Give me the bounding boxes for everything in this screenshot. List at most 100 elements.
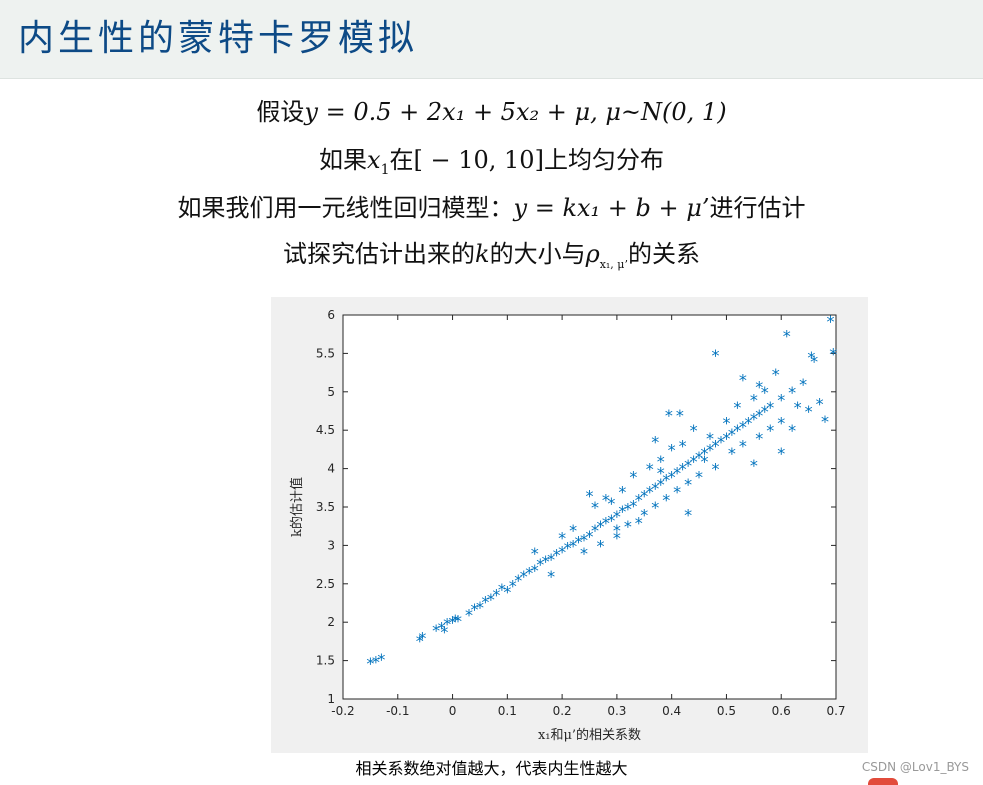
scatter-plot: -0.2 -0.1 0 0.1 0.2 0.3 0.4 0.5 0.6 0.7 1 1.5 2 2.5 3 3…	[289, 308, 846, 743]
scatter-point: *	[591, 521, 599, 540]
scatter-point: *	[750, 390, 758, 409]
scatter-point: *	[777, 444, 785, 463]
scatter-point: *	[553, 546, 561, 565]
scatter-point: *	[596, 536, 604, 555]
scatter-point: *	[520, 567, 528, 586]
scatter-point: *	[701, 452, 709, 471]
scatter-point: *	[629, 467, 637, 486]
scatter-point: *	[733, 398, 741, 417]
scatter-point: *	[569, 536, 577, 555]
scatter-point: *	[509, 576, 517, 595]
scatter-point: *	[788, 383, 796, 402]
x-tick-label: -0.2	[331, 704, 354, 718]
scatter-point: *	[662, 490, 670, 509]
formula-distribution-sub: 1	[380, 161, 390, 178]
y-tick-label: 1.5	[316, 654, 335, 668]
scatter-point: *	[586, 486, 594, 505]
y-axis-label: k的估计值	[289, 477, 305, 537]
scatter-point: *	[602, 490, 610, 509]
scatter-point: *	[657, 452, 665, 471]
scatter-point: *	[711, 460, 719, 479]
scatter-point: *	[676, 406, 684, 425]
scatter-point: *	[476, 598, 484, 617]
scatter-point: *	[772, 365, 780, 384]
scatter-point: *	[487, 590, 495, 609]
formula-distribution-var: x	[367, 146, 381, 174]
scatter-point: *	[531, 544, 539, 563]
scatter-point: *	[438, 619, 446, 638]
scatter-point: *	[443, 615, 451, 634]
scatter-point: *	[514, 571, 522, 590]
scatter-point: *	[711, 346, 719, 365]
scatter-point: *	[372, 652, 380, 671]
scatter-point: *	[646, 483, 654, 502]
scatter-point: *	[624, 517, 632, 536]
x-tick-label: 0.7	[826, 704, 845, 718]
scatter-point: *	[829, 344, 837, 363]
scatter-point: *	[761, 402, 769, 421]
scatter-point: *	[418, 629, 426, 648]
scatter-point: *	[733, 421, 741, 440]
scatter-point: *	[635, 513, 643, 532]
x-axis-label: x₁和μ’的相关系数	[538, 727, 641, 743]
y-tick-label: 4.5	[316, 423, 335, 437]
scatter-point: *	[613, 529, 621, 548]
scatter-point: *	[618, 483, 626, 502]
slide-title: 内生性的蒙特卡罗模拟	[18, 18, 419, 59]
scatter-point: *	[531, 561, 539, 580]
scatter-point: *	[440, 622, 448, 641]
scatter-point: *	[684, 475, 692, 494]
formula-model-prefix: 假设	[256, 98, 305, 126]
formula-model: 假设y = 0.5 + 2x₁ + 5x₂ + μ, μ~N(0, 1)	[0, 92, 983, 127]
scatter-point: *	[432, 621, 440, 640]
scatter-point: *	[624, 500, 632, 519]
y-tick-label: 2	[327, 615, 335, 629]
scatter-point: *	[580, 530, 588, 549]
x-tick-label: -0.1	[386, 704, 409, 718]
scatter-point: *	[739, 437, 747, 456]
scatter-point: *	[580, 544, 588, 563]
scatter-point: *	[618, 502, 626, 521]
scatter-plot-panel: -0.2 -0.1 0 0.1 0.2 0.3 0.4 0.5 0.6 0.7 1 1.5 2 2.5 3 3…	[271, 297, 868, 753]
scatter-point: *	[481, 592, 489, 611]
scatter-point: *	[673, 483, 681, 502]
scatter-point: *	[575, 533, 583, 552]
scatter-point: *	[651, 479, 659, 498]
scatter-point: *	[728, 425, 736, 444]
scatter-point: *	[805, 402, 813, 421]
y-tick-label: 1	[327, 692, 335, 706]
scatter-point: *	[695, 448, 703, 467]
x-tick-label: 0.4	[662, 704, 681, 718]
scatter-point: *	[821, 412, 829, 431]
scatter-point: *	[635, 490, 643, 509]
scatter-point: *	[668, 440, 676, 459]
scatter-point: *	[794, 398, 802, 417]
scatter-point: *	[728, 444, 736, 463]
scatter-point: *	[755, 429, 763, 448]
scatter-point: *	[454, 612, 462, 631]
y-tick-label: 3.5	[316, 500, 335, 514]
scatter-point: *	[366, 654, 374, 673]
scatter-point: *	[536, 555, 544, 574]
formula-distribution-prefix: 如果	[319, 146, 368, 174]
scatter-point: *	[706, 429, 714, 448]
scatter-point: *	[640, 486, 648, 505]
formula-distribution: 如果x1在[ − 10, 10]上均匀分布	[0, 140, 983, 178]
scatter-point: *	[451, 611, 459, 630]
scatter-point: *	[810, 352, 818, 371]
scatter-point: *	[547, 550, 555, 569]
x-tick-label: 0.2	[553, 704, 572, 718]
y-tick-label: 2.5	[316, 577, 335, 591]
scatter-point: *	[761, 383, 769, 402]
formula-regression-text: 如果我们用一元线性回归模型：	[177, 194, 514, 222]
x-tick-label: 0	[449, 704, 457, 718]
scatter-point: *	[640, 506, 648, 525]
scatter-point: *	[492, 586, 500, 605]
scatter-point: *	[722, 414, 730, 433]
scatter-point: *	[750, 410, 758, 429]
scatter-point: *	[750, 456, 758, 475]
formula-question-k: k	[475, 240, 490, 268]
formula-regression: 如果我们用一元线性回归模型：y = kx₁ + b + μ’进行估计	[0, 188, 983, 223]
formula-model-equation: y = 0.5 + 2x₁ + 5x₂ + μ, μ~N(0, 1)	[304, 98, 727, 126]
scatter-point: *	[651, 433, 659, 452]
